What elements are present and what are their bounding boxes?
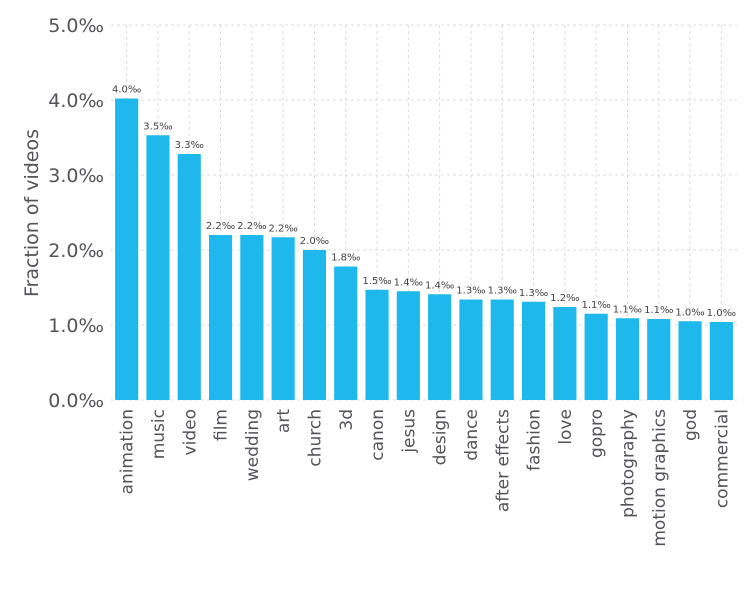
data-label: 1.3‰ xyxy=(519,288,548,299)
data-label: 1.5‰ xyxy=(362,276,391,287)
y-axis: 0.0‰ 1.0‰ 2.0‰ 3.0‰ 4.0‰ 5.0‰ xyxy=(48,15,104,412)
bar xyxy=(271,237,295,400)
data-label: 1.1‰ xyxy=(613,304,642,315)
y-tick-label: 2.0‰ xyxy=(48,240,104,262)
bar xyxy=(584,313,608,400)
bar xyxy=(553,307,577,400)
data-label: 1.1‰ xyxy=(581,300,610,311)
x-tick-label: jesus xyxy=(399,409,419,454)
y-tick-label: 1.0‰ xyxy=(48,315,104,337)
data-label: 1.4‰ xyxy=(425,280,454,291)
bar xyxy=(490,299,514,400)
x-axis: animation music video film wedding art church 3… xyxy=(118,409,733,547)
x-tick-label: motion graphics xyxy=(650,409,670,547)
bar xyxy=(459,299,483,400)
bar xyxy=(240,235,264,400)
data-label: 1.8‰ xyxy=(331,253,360,264)
data-label: 2.0‰ xyxy=(300,236,329,247)
y-axis-label: Fraction of videos xyxy=(21,129,43,297)
y-tick-label: 0.0‰ xyxy=(48,390,104,412)
x-tick-label: church xyxy=(305,409,325,467)
data-label: 2.2‰ xyxy=(268,223,297,234)
data-label: 1.1‰ xyxy=(644,305,673,316)
bar xyxy=(208,235,233,400)
data-label: 1.4‰ xyxy=(394,277,423,288)
data-label: 1.2‰ xyxy=(550,293,579,304)
bar xyxy=(177,154,201,400)
data-label: 2.2‰ xyxy=(237,221,266,232)
x-tick-label: gopro xyxy=(587,409,607,458)
x-tick-label: animation xyxy=(118,409,138,494)
data-label: 3.5‰ xyxy=(143,121,172,132)
x-tick-label: fashion xyxy=(525,409,545,471)
data-label: 4.0‰ xyxy=(112,85,141,96)
data-label: 1.3‰ xyxy=(488,286,517,297)
data-label: 1.0‰ xyxy=(675,307,704,318)
bar xyxy=(396,291,420,400)
bar xyxy=(678,321,702,400)
x-tick-label: canon xyxy=(368,409,388,461)
bars-layer xyxy=(115,98,733,400)
data-label: 1.3‰ xyxy=(456,286,485,297)
x-tick-label: dance xyxy=(462,409,482,461)
bar xyxy=(302,250,327,400)
bar xyxy=(146,135,170,400)
bar xyxy=(428,294,452,400)
data-label: 3.3‰ xyxy=(175,140,204,151)
x-tick-label: wedding xyxy=(243,409,263,481)
bar xyxy=(615,318,640,400)
grid-layer xyxy=(111,24,737,401)
data-labels-layer: 4.0‰3.5‰3.3‰2.2‰ 2.2‰ 2.2‰2.0‰1.8‰1.5‰ 1.4‰… xyxy=(112,85,736,320)
bar xyxy=(709,322,733,400)
x-tick-label: film xyxy=(212,409,232,441)
x-tick-label: commercial xyxy=(712,409,732,508)
bar xyxy=(647,319,671,400)
bar xyxy=(365,289,389,400)
bar xyxy=(521,301,546,400)
x-tick-label: video xyxy=(180,409,200,455)
data-label: 1.0‰ xyxy=(707,308,736,319)
x-tick-label: design xyxy=(431,409,451,465)
data-label: 2.2‰ xyxy=(206,221,235,232)
x-tick-label: photography xyxy=(618,409,638,518)
x-tick-label: music xyxy=(149,409,169,459)
x-tick-label: art xyxy=(274,409,294,433)
y-tick-label: 4.0‰ xyxy=(48,90,104,112)
x-tick-label: love xyxy=(556,409,576,445)
bar xyxy=(115,98,139,400)
x-tick-label: after effects xyxy=(493,409,513,512)
y-tick-label: 5.0‰ xyxy=(48,15,104,37)
x-tick-label: 3d xyxy=(337,409,357,431)
bar xyxy=(334,266,358,400)
x-tick-label: god xyxy=(681,409,701,441)
y-tick-label: 3.0‰ xyxy=(48,165,104,187)
